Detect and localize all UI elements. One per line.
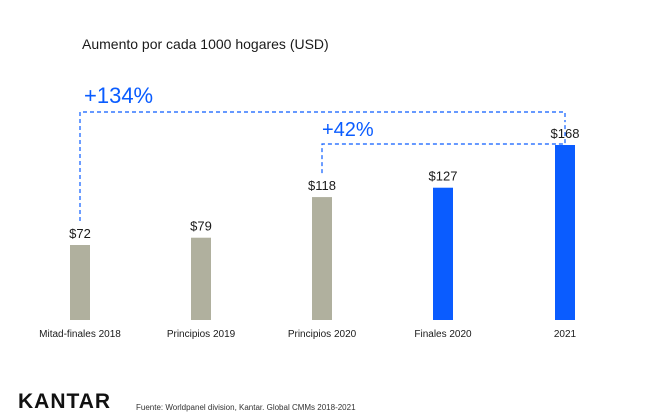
value-label-4: $127 (429, 169, 458, 184)
bracket-line-1 (79, 111, 566, 221)
growth-label-1: +134% (84, 83, 153, 108)
value-label-3: $118 (308, 178, 336, 193)
source-note: Fuente: Worldpanel division, Kantar. Glo… (136, 403, 356, 412)
bracket-line-2 (321, 121, 566, 174)
bar-2 (191, 237, 211, 320)
bar-5 (555, 145, 575, 320)
value-label-1: $72 (69, 226, 91, 241)
bar-3 (312, 197, 332, 320)
value-label-2: $79 (190, 219, 212, 234)
category-label-3: Principios 2020 (288, 329, 357, 340)
growth-label-2: +42% (322, 119, 374, 141)
bar-chart: $72 Mitad-finales 2018 $79 Principios 2019 $… (39, 83, 579, 340)
chart-title: Aumento por cada 1000 hogares (USD) (82, 36, 329, 52)
bar-1 (70, 245, 90, 320)
kantar-logo: KANTAR (18, 390, 112, 413)
category-label-2: Principios 2019 (167, 329, 236, 340)
category-label-1: Mitad-finales 2018 (39, 329, 121, 340)
bar-4 (433, 187, 453, 320)
category-label-5: 2021 (554, 329, 577, 340)
category-label-4: Finales 2020 (414, 329, 472, 340)
